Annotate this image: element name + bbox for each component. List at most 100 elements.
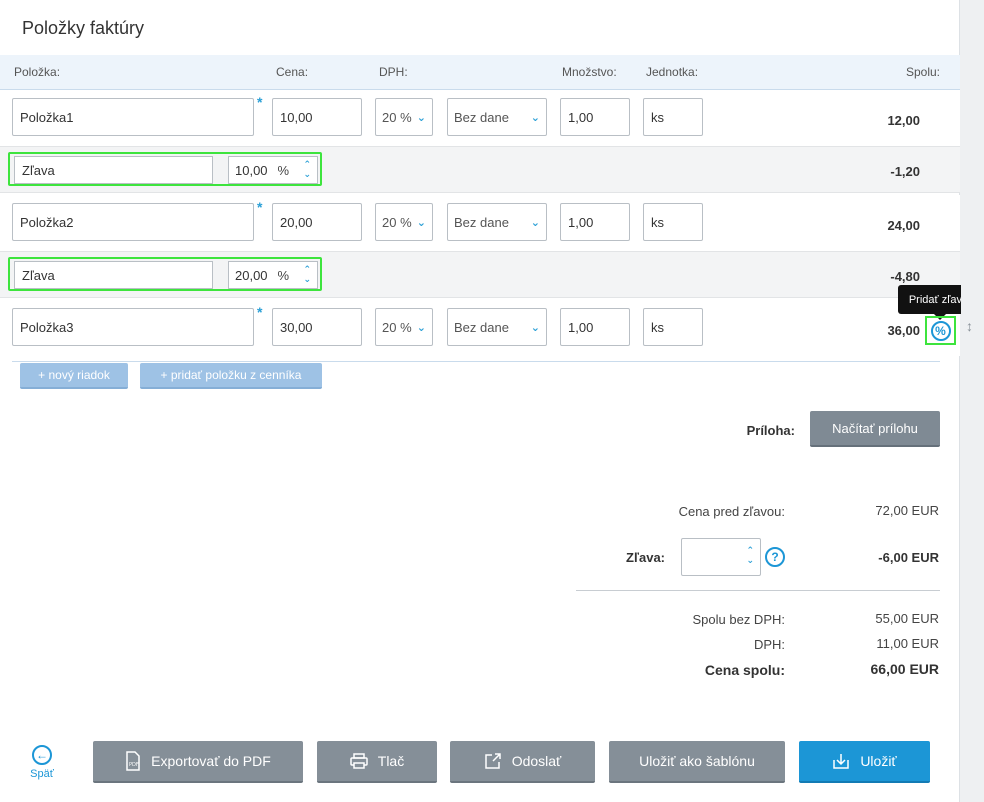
discount-row: Zľava 10,00 % ⌃ ⌄ -1,20	[0, 146, 960, 193]
stepper-icon[interactable]: ⌃ ⌄	[303, 159, 311, 179]
column-vat: DPH:	[379, 65, 408, 79]
unit-input[interactable]: ks	[643, 203, 703, 241]
discount-value-input[interactable]: 20,00 % ⌃ ⌄	[228, 261, 318, 289]
discount-name-input[interactable]: Zľava	[14, 156, 213, 184]
price-input[interactable]: 10,00	[272, 98, 362, 136]
price-before-discount-value: 72,00 EUR	[875, 503, 939, 518]
discount-value-input[interactable]: 10,00 % ⌃ ⌄	[228, 156, 318, 184]
item-name-input[interactable]: Položka3	[12, 308, 254, 346]
column-quantity: Množstvo:	[562, 65, 617, 79]
discount-unit: %	[277, 267, 290, 283]
vat-label: DPH:	[753, 637, 785, 652]
unit-input[interactable]: ks	[643, 308, 703, 346]
required-mark: *	[257, 304, 263, 320]
vat-value: 20 %	[382, 319, 412, 335]
discount-label: Zľava:	[626, 550, 665, 565]
chevron-down-icon: ⌄	[530, 321, 540, 334]
resize-icon[interactable]: ↕	[966, 318, 973, 334]
column-total: Spolu:	[905, 65, 940, 79]
divider	[12, 361, 940, 362]
scroll-area: ↕	[961, 0, 984, 802]
unit-input[interactable]: ks	[643, 98, 703, 136]
stepper-icon[interactable]: ⌃ ⌄	[746, 545, 754, 565]
row-total: 12,00	[887, 113, 920, 128]
vat-value: 11,00 EUR	[876, 636, 939, 651]
export-pdf-label: Exportovať do PDF	[151, 753, 271, 769]
chevron-down-icon: ⌄	[530, 216, 540, 229]
table-row: Položka1 * 10,00 20 % ⌄ Bez dane ⌄ 1,00 ks…	[0, 90, 960, 146]
total-discount-input[interactable]: ⌃ ⌄	[681, 538, 761, 576]
printer-icon	[350, 753, 368, 769]
item-name-input[interactable]: Položka1	[12, 98, 254, 136]
discount-value: -6,00 EUR	[878, 550, 939, 565]
save-template-button[interactable]: Uložiť ako šablónu	[609, 741, 785, 783]
divider	[576, 590, 940, 591]
grand-total-value: 66,00 EUR	[870, 661, 939, 677]
discount-value: 20,00	[235, 267, 268, 283]
column-unit: Jednotka:	[646, 65, 699, 79]
price-before-discount-label: Cena pred zľavou:	[678, 504, 785, 519]
save-label: Uložiť	[860, 753, 897, 769]
back-button[interactable]: ← Späť	[28, 745, 56, 780]
attachment-label: Príloha:	[746, 423, 795, 438]
vat-value: 20 %	[382, 214, 412, 230]
vat-select[interactable]: 20 % ⌄	[375, 98, 433, 136]
quantity-input[interactable]: 1,00	[560, 98, 630, 136]
price-input[interactable]: 30,00	[272, 308, 362, 346]
quantity-input[interactable]: 1,00	[560, 203, 630, 241]
chevron-down-icon: ⌄	[416, 111, 426, 124]
row-total: 36,00	[887, 323, 920, 338]
discount-group: Zľava 20,00 % ⌃ ⌄	[8, 257, 322, 291]
discount-total: -1,20	[890, 164, 920, 179]
column-item: Položka:	[14, 65, 61, 79]
export-pdf-button[interactable]: PDF Exportovať do PDF	[93, 741, 303, 783]
tax-type-value: Bez dane	[454, 109, 509, 125]
save-button[interactable]: Uložiť	[799, 741, 930, 783]
download-icon	[833, 754, 850, 769]
price-input[interactable]: 20,00	[272, 203, 362, 241]
discount-value: 10,00	[235, 162, 268, 178]
tax-type-select[interactable]: Bez dane ⌄	[447, 203, 547, 241]
print-button[interactable]: Tlač	[317, 741, 437, 783]
vat-select[interactable]: 20 % ⌄	[375, 308, 433, 346]
tax-type-select[interactable]: Bez dane ⌄	[447, 308, 547, 346]
load-attachment-button[interactable]: Načítať prílohu	[810, 411, 940, 447]
table-row: Položka2 * 20,00 20 % ⌄ Bez dane ⌄ 1,00 ks…	[0, 195, 960, 251]
print-label: Tlač	[377, 753, 405, 769]
vat-select[interactable]: 20 % ⌄	[375, 203, 433, 241]
subtotal-value: 55,00 EUR	[875, 611, 939, 626]
share-icon	[484, 753, 501, 769]
row-total: 24,00	[887, 218, 920, 233]
svg-text:PDF: PDF	[129, 762, 139, 768]
percent-icon: %	[930, 320, 951, 341]
help-icon[interactable]: ?	[765, 547, 785, 567]
add-discount-button[interactable]: %	[925, 316, 956, 345]
subtotal-label: Spolu bez DPH:	[692, 612, 786, 627]
discount-name-input[interactable]: Zľava	[14, 261, 213, 289]
pdf-file-icon: PDF	[126, 751, 140, 771]
discount-group: Zľava 10,00 % ⌃ ⌄	[8, 152, 322, 186]
item-name-input[interactable]: Položka2	[12, 203, 254, 241]
arrow-left-icon: ←	[32, 745, 52, 765]
vat-value: 20 %	[382, 109, 412, 125]
page-title: Položky faktúry	[22, 18, 145, 38]
send-button[interactable]: Odoslať	[450, 741, 595, 783]
back-label: Späť	[30, 768, 54, 780]
chevron-down-icon: ⌄	[416, 216, 426, 229]
required-mark: *	[257, 94, 263, 110]
tax-type-value: Bez dane	[454, 319, 509, 335]
stepper-icon[interactable]: ⌃ ⌄	[303, 264, 311, 284]
quantity-input[interactable]: 1,00	[560, 308, 630, 346]
tax-type-select[interactable]: Bez dane ⌄	[447, 98, 547, 136]
table-header: Položka: Cena: DPH: Množstvo: Jednotka: …	[0, 55, 960, 90]
discount-total: -4,80	[890, 269, 920, 284]
chevron-down-icon: ⌄	[530, 111, 540, 124]
column-price: Cena:	[276, 65, 309, 79]
send-label: Odoslať	[511, 753, 562, 769]
new-row-button[interactable]: + nový riadok	[20, 363, 128, 389]
add-from-pricelist-button[interactable]: + pridať položku z cenníka	[140, 363, 322, 389]
grand-total-label: Cena spolu:	[704, 662, 785, 678]
discount-row: Zľava 20,00 % ⌃ ⌄ -4,80	[0, 251, 960, 298]
chevron-down-icon: ⌄	[416, 321, 426, 334]
